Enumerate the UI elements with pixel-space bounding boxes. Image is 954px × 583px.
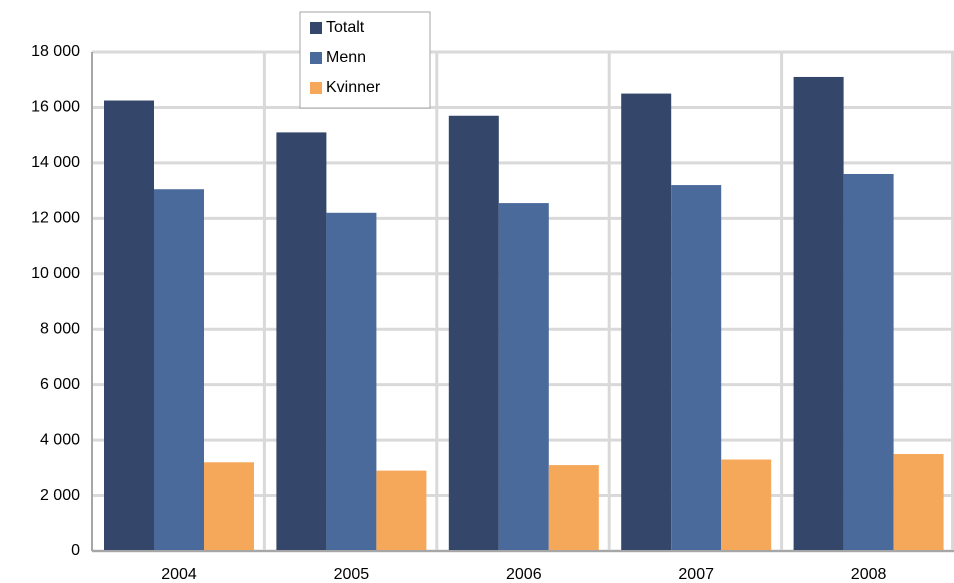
bar <box>721 459 772 551</box>
y-tick-label: 4 000 <box>40 431 80 448</box>
legend-swatch <box>310 52 322 64</box>
y-tick-label: 8 000 <box>40 320 80 337</box>
y-tick-label: 18 000 <box>31 43 80 60</box>
x-tick-label: 2005 <box>334 566 370 583</box>
bar <box>326 212 377 552</box>
y-tick-label: 10 000 <box>31 265 80 282</box>
bar <box>548 465 599 551</box>
x-tick-label: 2004 <box>161 566 197 583</box>
bar <box>893 453 944 551</box>
bar <box>793 76 844 551</box>
bar <box>204 462 254 551</box>
bar <box>621 93 672 551</box>
bar <box>671 185 722 552</box>
y-tick-label: 12 000 <box>31 210 80 227</box>
bar <box>276 132 327 551</box>
legend-swatch <box>310 82 322 94</box>
legend-label: Kvinner <box>326 79 381 96</box>
bar <box>104 100 154 551</box>
legend-swatch <box>310 22 322 34</box>
legend-label: Totalt <box>326 19 365 36</box>
x-tick-label: 2006 <box>506 566 542 583</box>
y-tick-label: 14 000 <box>31 154 80 171</box>
bar <box>376 470 427 551</box>
y-tick-label: 0 <box>71 542 80 559</box>
bar <box>843 173 894 551</box>
x-tick-label: 2008 <box>851 566 887 583</box>
x-tick-label: 2007 <box>678 566 714 583</box>
legend-label: Menn <box>326 49 366 66</box>
y-tick-label: 2 000 <box>40 487 80 504</box>
y-tick-label: 16 000 <box>31 99 80 116</box>
bar <box>154 189 204 551</box>
bar <box>448 115 499 551</box>
y-tick-label: 6 000 <box>40 376 80 393</box>
bar <box>498 203 549 551</box>
